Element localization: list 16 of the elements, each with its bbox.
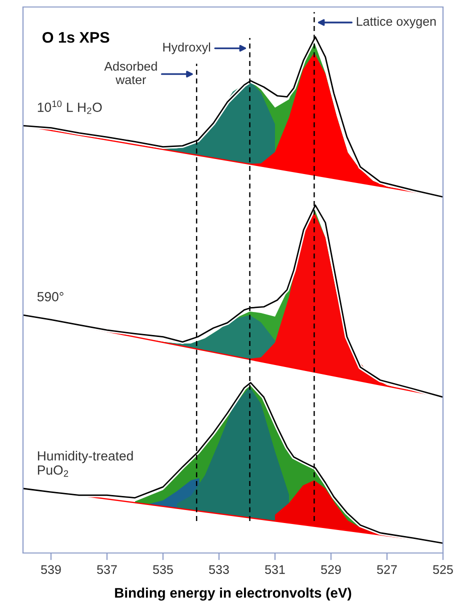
x-tick-label: 531 xyxy=(265,565,285,574)
x-tick-label: 529 xyxy=(321,565,341,574)
x-tick-label: 539 xyxy=(41,565,61,574)
x-tick-label: 537 xyxy=(97,565,117,574)
series-label: Humidity-treated PuO$_{2}$ xyxy=(38,450,133,477)
series-label: 10$^{10}$ L H$_{2}$O xyxy=(38,100,102,114)
ref-line-label: Hydroxyl xyxy=(163,42,210,54)
ref-line-label: Lattice oxygen xyxy=(356,16,436,28)
series-label: 590° xyxy=(37,292,64,302)
x-tick-label: 535 xyxy=(153,565,173,574)
ref-line-label: Adsorbed water xyxy=(104,62,157,84)
x-axis-title: Binding energy in electronvolts (eV) xyxy=(115,588,352,601)
x-tick-label: 533 xyxy=(209,565,229,574)
x-tick-label: 525 xyxy=(433,565,453,574)
chart-title: O 1s XPS xyxy=(42,32,110,43)
x-tick-label: 527 xyxy=(377,565,397,574)
